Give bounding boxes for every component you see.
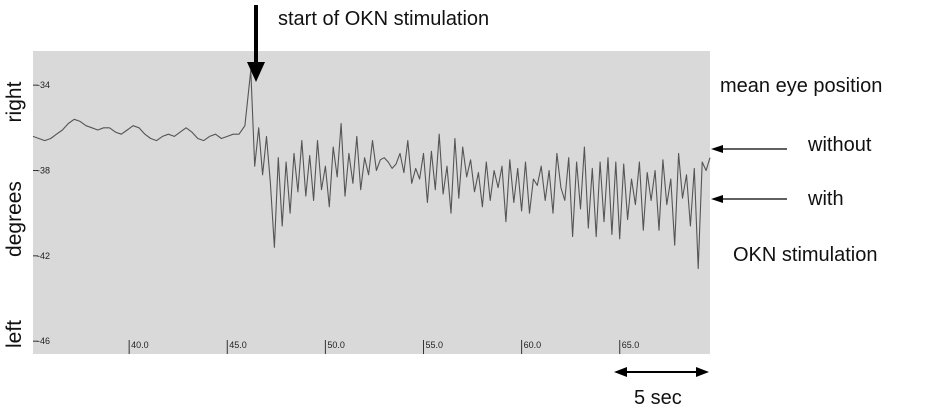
x-tick-label-2: 50.0 — [327, 340, 345, 350]
legend-footer: OKN stimulation — [733, 244, 878, 266]
legend-title: mean eye position — [720, 75, 883, 97]
stimulation-start-label: start of OKN stimulation — [278, 8, 490, 30]
y-tick-label-0: -34 — [37, 80, 50, 90]
without-arrow-head — [711, 145, 723, 153]
plot-area — [33, 51, 710, 354]
stimulation-arrow-head — [247, 62, 265, 82]
x-tick-label-4: 60.0 — [524, 340, 542, 350]
y-label-degrees: degrees — [3, 181, 26, 257]
scale-bar-right-head — [696, 367, 709, 377]
x-tick-label-3: 55.0 — [426, 340, 444, 350]
y-axis-ticks: -34 -38 -42 -46 — [33, 80, 50, 346]
legend-without-label: without — [808, 134, 872, 156]
scale-bar-left-head — [614, 367, 627, 377]
y-tick-label-1: -38 — [37, 165, 50, 175]
y-label-right: right — [3, 81, 26, 123]
scale-bar-label: 5 sec — [634, 387, 682, 409]
y-tick-label-2: -42 — [37, 251, 50, 261]
with-arrow-head — [711, 195, 723, 203]
eye-position-trace — [32, 69, 711, 270]
y-tick-label-3: -46 — [37, 336, 50, 346]
x-tick-label-0: 40.0 — [131, 340, 149, 350]
legend-with-label: with — [808, 188, 844, 210]
y-label-left: left — [3, 320, 26, 349]
x-tick-label-1: 45.0 — [229, 340, 247, 350]
x-tick-label-5: 65.0 — [622, 340, 640, 350]
x-axis-ticks: 40.0 45.0 50.0 55.0 60.0 65.0 — [128, 340, 640, 354]
